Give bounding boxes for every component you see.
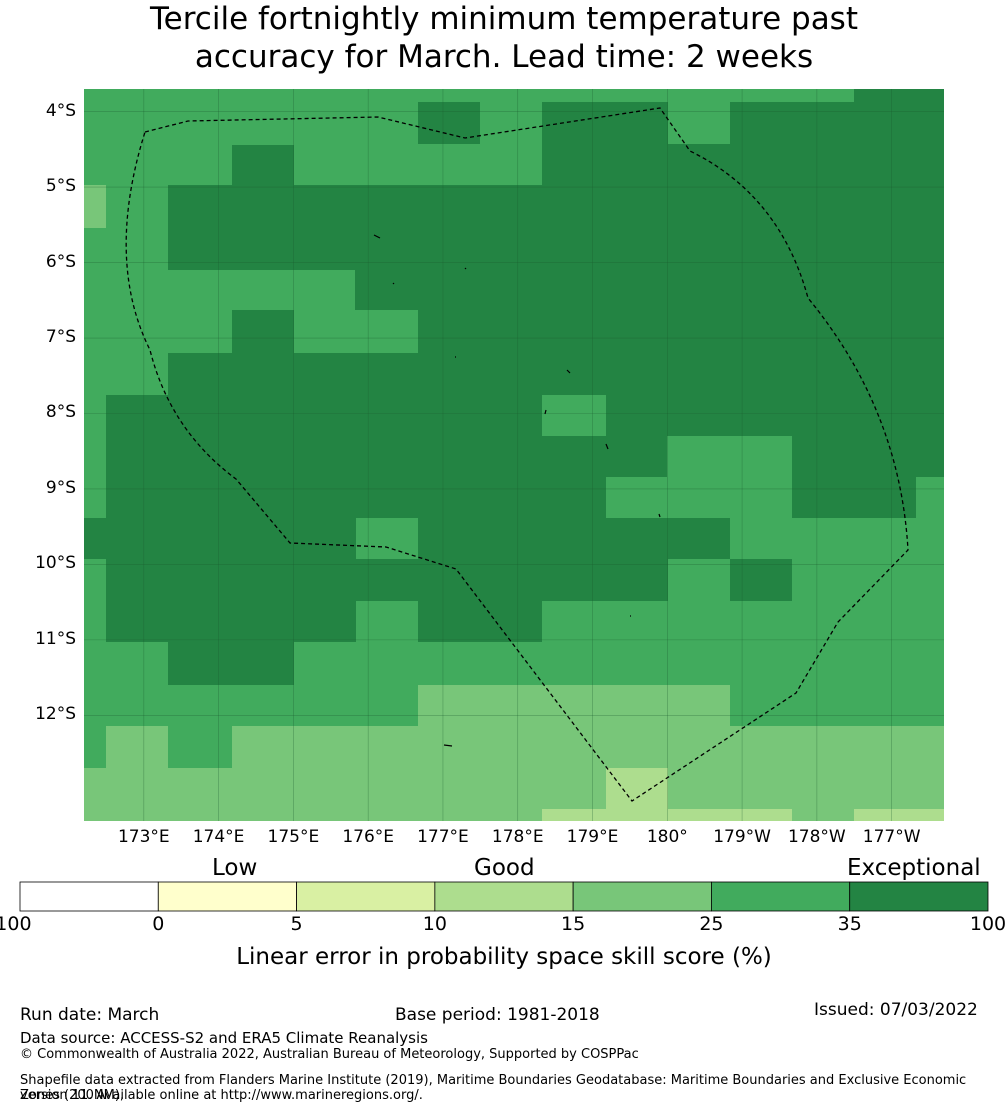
longitude-label: 177°E [417, 827, 469, 847]
latitude-label: 6°S [45, 251, 76, 272]
colorbar-tick-label: -100 [0, 913, 32, 935]
longitude-label: 179°E [566, 827, 619, 847]
colorbar-tick-label: 0 [152, 913, 165, 935]
title-line-1: Tercile fortnightly minimum temperature … [150, 1, 858, 37]
good-cells [84, 185, 944, 821]
colorbar-title: Linear error in probability space skill … [236, 944, 772, 970]
longitude-label: 175°E [267, 827, 320, 847]
latitude-label: 9°S [45, 477, 76, 498]
longitude-label: 178°E [491, 827, 544, 847]
colorbar-tick-label: 15 [561, 913, 586, 935]
category-low: Low [212, 855, 258, 881]
colorbar [19, 881, 989, 912]
medium-cells [84, 89, 944, 768]
latitude-label: 5°S [45, 176, 76, 197]
eez-boundary [125, 107, 909, 802]
longitude-label: 174°E [192, 827, 245, 847]
copyright: © Commonwealth of Australia 2022, Austra… [20, 1047, 639, 1062]
colorbar-tick-label: 5 [290, 913, 303, 935]
colorbar-segment [849, 881, 989, 912]
longitude-label: 177°W [862, 827, 921, 847]
shapefile-note-line2: version 11. Available online at http://w… [20, 1088, 423, 1103]
graticule [84, 89, 944, 821]
colorbar-tick-label: 25 [699, 913, 724, 935]
colorbar-segment [572, 881, 712, 912]
latitude-label: 7°S [45, 327, 76, 348]
islands [373, 234, 661, 747]
category-exceptional: Exceptional [847, 855, 981, 881]
base-period: Base period: 1981-2018 [395, 1005, 600, 1025]
latitude-label: 10°S [35, 553, 76, 574]
skill-score-grid [84, 89, 944, 821]
longitude-label: 178°W [787, 827, 846, 847]
category-good: Good [474, 855, 535, 881]
colorbar-segment [434, 881, 574, 912]
data-source: Data source: ACCESS-S2 and ERA5 Climate … [20, 1029, 428, 1047]
exceptional-cells [84, 89, 944, 685]
longitude-label: 173°E [117, 827, 170, 847]
colorbar-segment [157, 881, 297, 912]
shapefile-note-line1: Shapefile data extracted from Flanders M… [20, 1073, 967, 1103]
latitude-label: 12°S [35, 704, 76, 725]
title-line-2: accuracy for March. Lead time: 2 weeks [194, 39, 814, 75]
colorbar-segment [296, 881, 436, 912]
issued-date: Issued: 07/03/2022 [814, 1000, 978, 1020]
map-title: Tercile fortnightly minimum temperature … [0, 0, 1008, 76]
colorbar-tick-label: 35 [837, 913, 862, 935]
colorbar-tick-label: 10 [422, 913, 447, 935]
run-date: Run date: March [20, 1005, 160, 1025]
low-good-cells [542, 768, 944, 821]
longitude-label: 176°E [342, 827, 395, 847]
longitude-label: 179°W [713, 827, 771, 847]
latitude-label: 8°S [45, 402, 76, 423]
latitude-label: 11°S [35, 628, 76, 649]
colorbar-segment [19, 881, 159, 912]
colorbar-tick-label: 100 [969, 913, 1007, 935]
latitude-label: 4°S [45, 100, 76, 121]
colorbar-segment [711, 881, 851, 912]
longitude-label: 180° [646, 827, 688, 847]
